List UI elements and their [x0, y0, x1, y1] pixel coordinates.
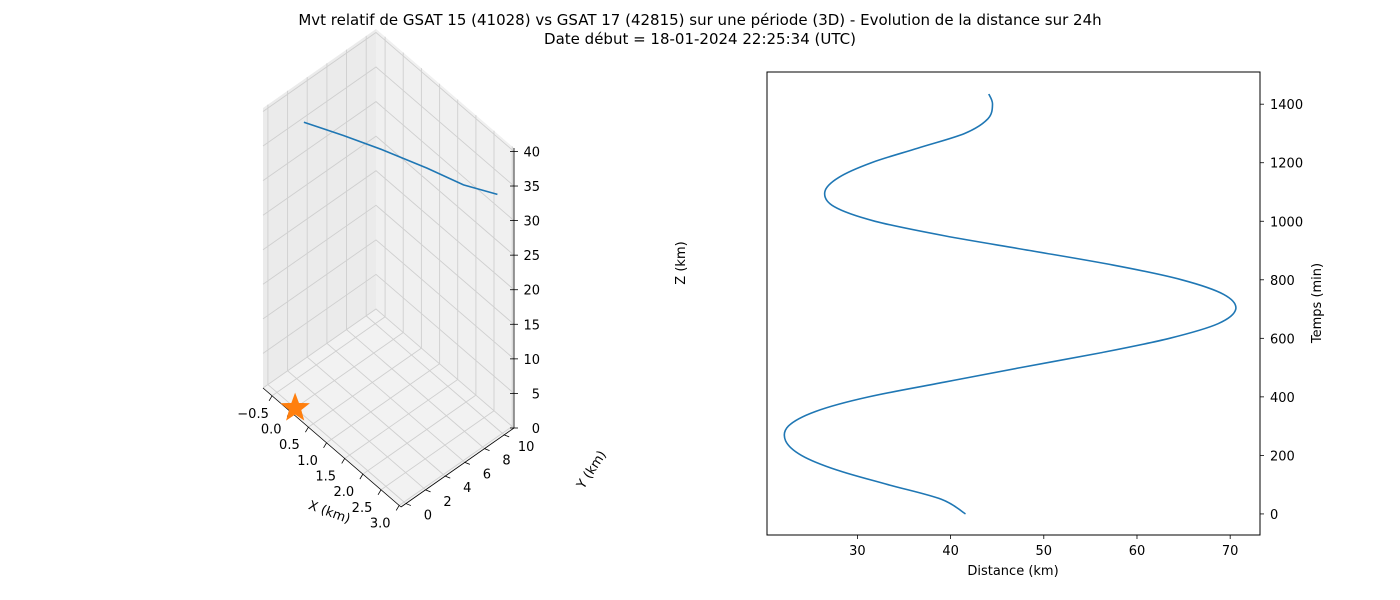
x-axis-line: [262, 387, 402, 508]
distance-tick-label: 70: [1222, 544, 1239, 559]
x-tick-mark: [268, 395, 273, 402]
time-axis-ticks: 0 200 400 600 800 1000 1200 1400: [1260, 98, 1303, 523]
z-gridline: [262, 308, 515, 429]
time-tick-label: 200: [1270, 449, 1295, 464]
y-tick-mark: [445, 475, 451, 479]
z-tick-label: 10: [523, 353, 540, 368]
distance-tick-label: 30: [849, 544, 866, 559]
y-tick-mark: [504, 434, 510, 438]
z-tick-label: 0: [532, 422, 540, 437]
distance-vs-time-plot: 30 40 50 60 70 0 200 400 600 800 1000 1200 1400 Dis…: [766, 71, 1325, 579]
3d-grid: [262, 31, 515, 506]
3d-trajectory: [280, 121, 498, 421]
z-gridline: [262, 101, 515, 221]
back-right-pane: [376, 29, 514, 428]
x-tick-mark: [359, 473, 364, 480]
time-tick-label: 1000: [1270, 215, 1303, 230]
time-tick-label: 0: [1270, 508, 1278, 523]
z-gridline: [262, 135, 515, 256]
trajectory-line: [303, 121, 498, 196]
y-tick-mark: [464, 461, 471, 465]
y-tick-mark: [405, 503, 412, 506]
distance-curve: [783, 93, 1237, 515]
z-gridline: [262, 239, 515, 360]
x-tick-mark: [323, 442, 327, 449]
3d-axis-panes: [263, 29, 514, 507]
time-tick-label: 1400: [1270, 98, 1303, 113]
origin-star-marker: [280, 392, 310, 421]
z-tick-label: 20: [523, 284, 540, 299]
y-axis-line: [400, 427, 515, 508]
z-gridline: [262, 31, 515, 152]
y-tick-mark: [484, 448, 490, 451]
x-tick-label: 0.5: [279, 438, 300, 453]
y-tick-label: 4: [463, 481, 471, 496]
x-tick-mark: [305, 426, 309, 433]
time-tick-label: 1200: [1270, 157, 1303, 172]
figure-title-line-1: Mvt relatif de GSAT 15 (41028) vs GSAT 1…: [298, 11, 1101, 29]
3d-axis-lines: [262, 148, 515, 508]
x-tick-label: 1.5: [315, 469, 336, 484]
z-gridline: [262, 204, 515, 325]
z-tick-label: 25: [523, 249, 540, 264]
z-gridline: [262, 170, 515, 291]
time-axis-label: Temps (min): [1310, 263, 1325, 344]
z-gridline: [262, 66, 515, 187]
figure-title-line-2: Date début = 18-01-2024 22:25:34 (UTC): [544, 30, 856, 48]
z-tick-label: 5: [532, 387, 540, 402]
x-tick-label: 2.5: [352, 501, 373, 516]
x-tick-label: 1.0: [297, 454, 318, 469]
z-gridline: [262, 273, 515, 394]
y-tick-mark: [425, 489, 431, 493]
distance-tick-label: 50: [1036, 544, 1053, 559]
y-tick-label: 8: [502, 454, 510, 469]
z-axis-ticks: 0 5 10 15 20 25 30 35 40: [510, 145, 540, 437]
distance-axis-label: Distance (km): [967, 564, 1058, 579]
distance-tick-label: 40: [942, 544, 959, 559]
x-tick-mark: [341, 458, 346, 464]
distance-axis-ticks: 30 40 50 60 70: [849, 535, 1238, 559]
x-tick-mark: [395, 505, 400, 511]
distance-tick-label: 60: [1129, 544, 1146, 559]
z-axis-label: Z (km): [674, 241, 689, 284]
x-tick-label: −0.5: [237, 407, 269, 422]
y-tick-label: 10: [518, 440, 535, 455]
x-tick-label: 2.0: [334, 485, 355, 500]
z-tick-label: 40: [523, 145, 540, 160]
z-tick-label: 30: [523, 215, 540, 230]
y-tick-label: 6: [483, 467, 491, 482]
time-tick-label: 400: [1270, 391, 1295, 406]
z-tick-label: 15: [523, 318, 540, 333]
distance-curve-group: [783, 93, 1237, 515]
y-tick-label: 0: [424, 509, 432, 524]
y-tick-label: 2: [443, 495, 451, 510]
x-tick-mark: [377, 489, 382, 495]
back-left-pane: [263, 29, 376, 388]
time-tick-label: 800: [1270, 274, 1295, 289]
z-tick-label: 35: [523, 180, 540, 195]
plot-frame: [766, 71, 1261, 536]
time-tick-label: 600: [1270, 332, 1295, 347]
x-axis-ticks: −0.50.00.51.01.52.02.53.0: [237, 395, 400, 531]
x-tick-label: 0.0: [261, 422, 282, 437]
x-tick-label: 3.0: [370, 516, 391, 531]
